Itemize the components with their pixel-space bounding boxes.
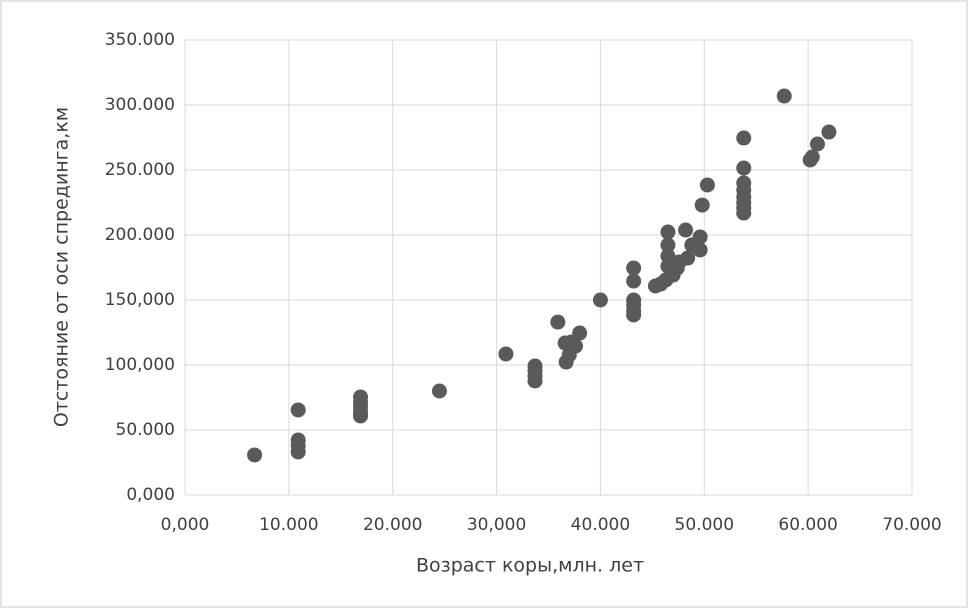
x-tick-label: 50.000 [675, 515, 734, 535]
data-point [626, 273, 642, 289]
data-point [694, 197, 710, 213]
data-point [626, 260, 642, 276]
x-tick-label: 40.000 [571, 515, 630, 535]
x-tick-label: 60.000 [778, 515, 837, 535]
data-point [660, 237, 676, 253]
data-point [736, 160, 752, 176]
y-tick-label: 300.000 [105, 95, 175, 115]
y-axis-title: Отстояние от оси спрединга,км [51, 107, 73, 427]
data-point [821, 124, 837, 140]
x-axis-title: Возраст коры,млн. лет [416, 555, 644, 577]
data-point [353, 408, 369, 424]
data-point [626, 307, 642, 323]
y-tick-label: 250.000 [105, 160, 175, 180]
data-point [660, 224, 676, 240]
data-point [680, 250, 696, 266]
data-point [550, 314, 566, 330]
x-tick-label: 10.000 [259, 515, 318, 535]
data-point [290, 402, 306, 418]
y-tick-label: 200.000 [105, 225, 175, 245]
data-point [431, 383, 447, 399]
x-tick-label: 70.000 [882, 515, 941, 535]
y-tick-label: 150,000 [105, 290, 175, 310]
data-point [804, 149, 820, 165]
data-point [247, 447, 263, 463]
y-tick-label: 100,000 [105, 355, 175, 375]
data-point [572, 325, 588, 341]
x-tick-label: 20.000 [363, 515, 422, 535]
data-point [692, 242, 708, 258]
data-point [678, 222, 694, 238]
data-point [699, 177, 715, 193]
y-tick-label: 50.000 [116, 420, 175, 440]
data-point [592, 292, 608, 308]
x-tick-label: 30,000 [467, 515, 526, 535]
y-tick-label: 350.000 [105, 30, 175, 50]
data-point [290, 444, 306, 460]
data-point [557, 335, 573, 351]
data-point [809, 136, 825, 152]
data-point [692, 229, 708, 245]
x-tick-label: 0,000 [161, 515, 210, 535]
data-point [776, 88, 792, 104]
y-tick-label: 0,000 [126, 485, 175, 505]
data-point [736, 205, 752, 221]
data-point [660, 248, 676, 264]
data-point [527, 373, 543, 389]
data-point [736, 130, 752, 146]
data-point [498, 346, 514, 362]
